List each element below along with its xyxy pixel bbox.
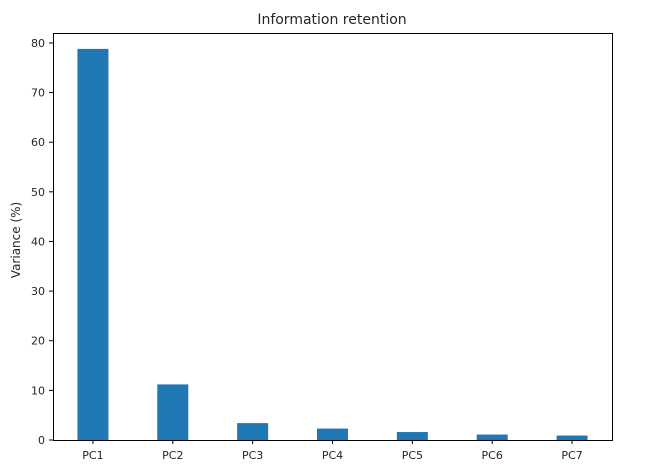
bar-pc6: [476, 434, 508, 440]
y-tick-label-20: 20: [31, 335, 45, 348]
bar-pc3: [237, 423, 269, 440]
x-tick-label-pc4: PC4: [322, 449, 343, 462]
x-tick-label-pc1: PC1: [82, 449, 103, 462]
plot-frame: [53, 33, 613, 441]
y-tick-label-70: 70: [31, 87, 45, 100]
x-tick-label-pc5: PC5: [402, 449, 423, 462]
y-axis-label: Variance (%): [9, 202, 23, 278]
x-tick-label-pc7: PC7: [561, 449, 582, 462]
y-tick-label-30: 30: [31, 285, 45, 298]
x-tick-label-pc3: PC3: [242, 449, 263, 462]
y-tick-label-60: 60: [31, 136, 45, 149]
bar-pc5: [396, 432, 428, 440]
y-tick-label-0: 0: [38, 434, 45, 447]
bar-pc1: [77, 48, 109, 440]
bars-group: [77, 48, 588, 440]
y-tick-label-80: 80: [31, 37, 45, 50]
y-tick-label-10: 10: [31, 384, 45, 397]
bar-pc2: [157, 384, 189, 440]
y-tick-label-40: 40: [31, 235, 45, 248]
x-tick-label-pc2: PC2: [162, 449, 183, 462]
y-tick-label-50: 50: [31, 186, 45, 199]
bar-pc7: [556, 435, 588, 440]
chart-title: Information retention: [257, 12, 406, 28]
y-axis: 0 10 20 30 40 50 60 70 80: [31, 37, 53, 447]
x-tick-label-pc6: PC6: [482, 449, 503, 462]
bar-pc4: [317, 428, 348, 440]
x-axis: PC1 PC2 PC3 PC4 PC5 PC6 PC7: [82, 440, 583, 462]
